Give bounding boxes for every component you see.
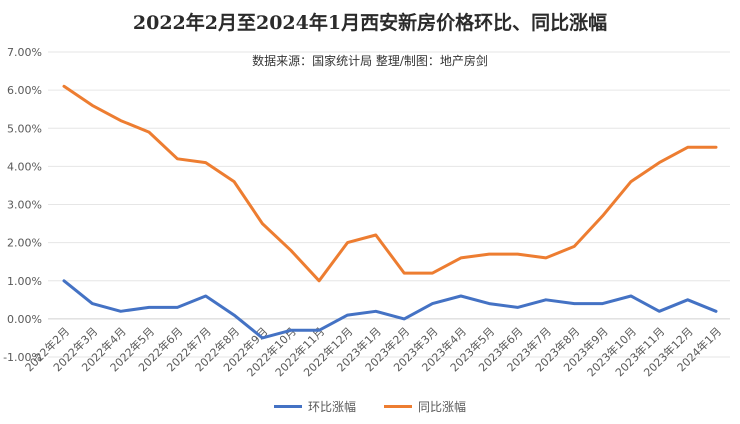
series-line-mom[interactable] [62,279,718,340]
legend-label-mom: 环比涨幅 [307,400,356,414]
legend-swatch-mom [273,405,302,408]
y-tick-label: 5.00% [7,122,42,135]
y-tick-label: -1.00% [3,351,42,364]
y-tick-label: 2.00% [7,237,42,250]
y-tick-label: 1.00% [7,275,42,288]
y-tick-label: 7.00% [7,46,42,59]
y-tick-label: 0.00% [7,313,42,326]
y-tick-label: 6.00% [7,84,42,97]
legend-swatch-yoy [384,405,412,408]
legend-item-mom[interactable]: 环比涨幅 [273,398,356,415]
series-lines [62,84,718,340]
legend-item-yoy[interactable]: 同比涨幅 [384,398,466,415]
legend-label-yoy: 同比涨幅 [418,400,467,414]
x-axis-ticks: 2022年2月2022年3月2022年4月2022年5月2022年6月2022年… [22,324,724,379]
chart-subtitle: 数据来源：国家统计局 整理/制图：地产房剑 [252,54,488,68]
y-axis-ticks: -1.00% 0.00% 1.00% 2.00% 3.00% 4.00% 5.00% 6.00… [3,46,42,364]
y-tick-label: 3.00% [7,199,42,212]
series-line-yoy[interactable] [62,84,718,283]
y-tick-label: 4.00% [7,160,42,173]
gridlines [48,51,730,358]
chart-title: 2022年2月至2024年1月西安新房价格环比、同比涨幅 [132,12,608,34]
legend: 环比涨幅 同比涨幅 [0,398,740,415]
